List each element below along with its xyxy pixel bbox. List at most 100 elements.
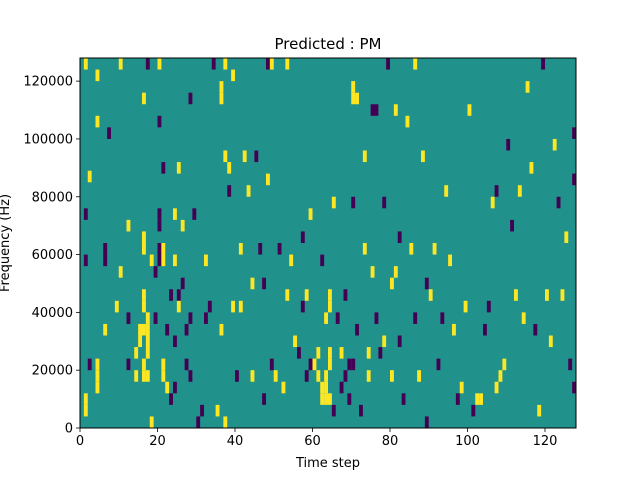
y-tick-label: 40000	[32, 306, 73, 321]
heatmap-cell	[196, 416, 201, 428]
heatmap-cell	[145, 58, 150, 70]
heatmap-cell	[386, 58, 390, 70]
heatmap-cell	[541, 58, 545, 70]
heatmap-cell	[142, 231, 146, 243]
heatmap-cell	[494, 381, 499, 394]
heatmap-cell	[87, 170, 92, 183]
heatmap-cell	[331, 196, 336, 209]
heatmap-cell	[83, 208, 88, 220]
heatmap-cell	[324, 370, 328, 382]
heatmap-cell	[316, 370, 321, 382]
heatmap-cell	[126, 358, 131, 371]
heatmap-cell	[424, 277, 429, 290]
heatmap-cell	[157, 115, 162, 128]
heatmap-cell	[413, 58, 418, 70]
heatmap-cell	[564, 231, 569, 243]
heatmap-cell	[293, 335, 297, 348]
heatmap-cell	[277, 243, 282, 255]
heatmap-cell	[545, 289, 549, 301]
heatmap-cell	[231, 69, 235, 82]
heatmap-cell	[370, 104, 375, 116]
x-tick-label: 0	[76, 434, 84, 449]
heatmap-cell	[184, 358, 189, 371]
heatmap-cell	[114, 300, 119, 313]
y-tick-label: 80000	[32, 190, 73, 205]
heatmap-cell	[142, 92, 146, 105]
heatmap-cell	[390, 370, 394, 382]
heatmap-cell	[568, 358, 573, 371]
heatmap-cell	[223, 416, 228, 428]
heatmap-cell	[262, 277, 266, 290]
heatmap-cell	[238, 243, 243, 255]
heatmap-cell	[517, 185, 522, 197]
heatmap-cell	[83, 58, 88, 70]
heatmap-cell	[475, 393, 480, 405]
heatmap-cell	[211, 58, 216, 70]
heatmap-cell	[335, 312, 340, 324]
heatmap-cell	[320, 381, 325, 394]
heatmap-cell	[204, 312, 208, 324]
y-tick-label: 100000	[23, 132, 73, 147]
heatmap-cell	[351, 358, 356, 371]
heatmap-cell	[510, 219, 514, 232]
x-tick-label: 60	[304, 434, 321, 449]
heatmap-cells	[83, 58, 576, 428]
x-tick-label: 100	[455, 434, 480, 449]
heatmap-cell	[355, 92, 359, 105]
heatmap-cell	[219, 323, 224, 336]
heatmap-cell	[258, 243, 263, 255]
heatmap-cell	[502, 358, 507, 371]
heatmap-cell	[173, 381, 177, 394]
heatmap-cell	[95, 381, 100, 394]
heatmap-cell	[169, 393, 173, 405]
heatmap-cell	[359, 404, 363, 417]
heatmap-cell	[351, 196, 356, 209]
heatmap-cell	[157, 58, 162, 70]
chart-title: Predicted : PM	[275, 35, 382, 53]
heatmap-cell	[103, 243, 108, 255]
heatmap-cell	[351, 92, 356, 105]
heatmap-cell	[83, 404, 88, 417]
heatmap-cell	[95, 358, 100, 371]
heatmap-cell	[176, 162, 181, 174]
heatmap-cell	[366, 347, 371, 359]
heatmap-cell	[297, 347, 301, 359]
heatmap-cell	[409, 243, 414, 255]
y-tick-label: 60000	[32, 248, 73, 263]
heatmap-cell	[235, 370, 239, 382]
heatmap-cell	[390, 277, 394, 290]
heatmap-cell	[405, 115, 410, 128]
heatmap-cell	[126, 312, 131, 324]
heatmap-cell	[142, 300, 146, 313]
heatmap-cell	[200, 404, 204, 417]
heatmap-cell	[262, 393, 266, 405]
heatmap-cell	[498, 370, 503, 382]
heatmap-cell	[308, 208, 313, 220]
heatmap-cell	[393, 266, 398, 278]
heatmap-cell	[188, 92, 193, 105]
heatmap-cell	[467, 104, 472, 116]
heatmap-cell	[424, 416, 429, 428]
heatmap-cell	[339, 347, 344, 359]
heatmap-cell	[161, 243, 166, 255]
heatmap-cell	[514, 289, 518, 301]
heatmap-cell	[161, 370, 166, 382]
heatmap-cell	[142, 358, 146, 371]
heatmap-cell	[362, 150, 367, 163]
heatmap-cell	[142, 370, 146, 382]
heatmap-cell	[471, 404, 476, 417]
heatmap-cell	[537, 404, 542, 417]
heatmap-cell	[219, 92, 224, 105]
heatmap-cell	[145, 323, 150, 336]
heatmap-cell	[324, 381, 328, 394]
heatmap-cell	[572, 381, 576, 394]
heatmap-cell	[157, 243, 162, 255]
heatmap-cell	[436, 358, 441, 371]
heatmap-cell	[355, 323, 359, 336]
heatmap-cell	[227, 185, 232, 197]
heatmap-cell	[397, 231, 402, 243]
heatmap-cell	[87, 358, 92, 371]
heatmap-cell	[362, 243, 367, 255]
heatmap-cell	[269, 58, 274, 70]
heatmap-cell	[382, 335, 387, 348]
